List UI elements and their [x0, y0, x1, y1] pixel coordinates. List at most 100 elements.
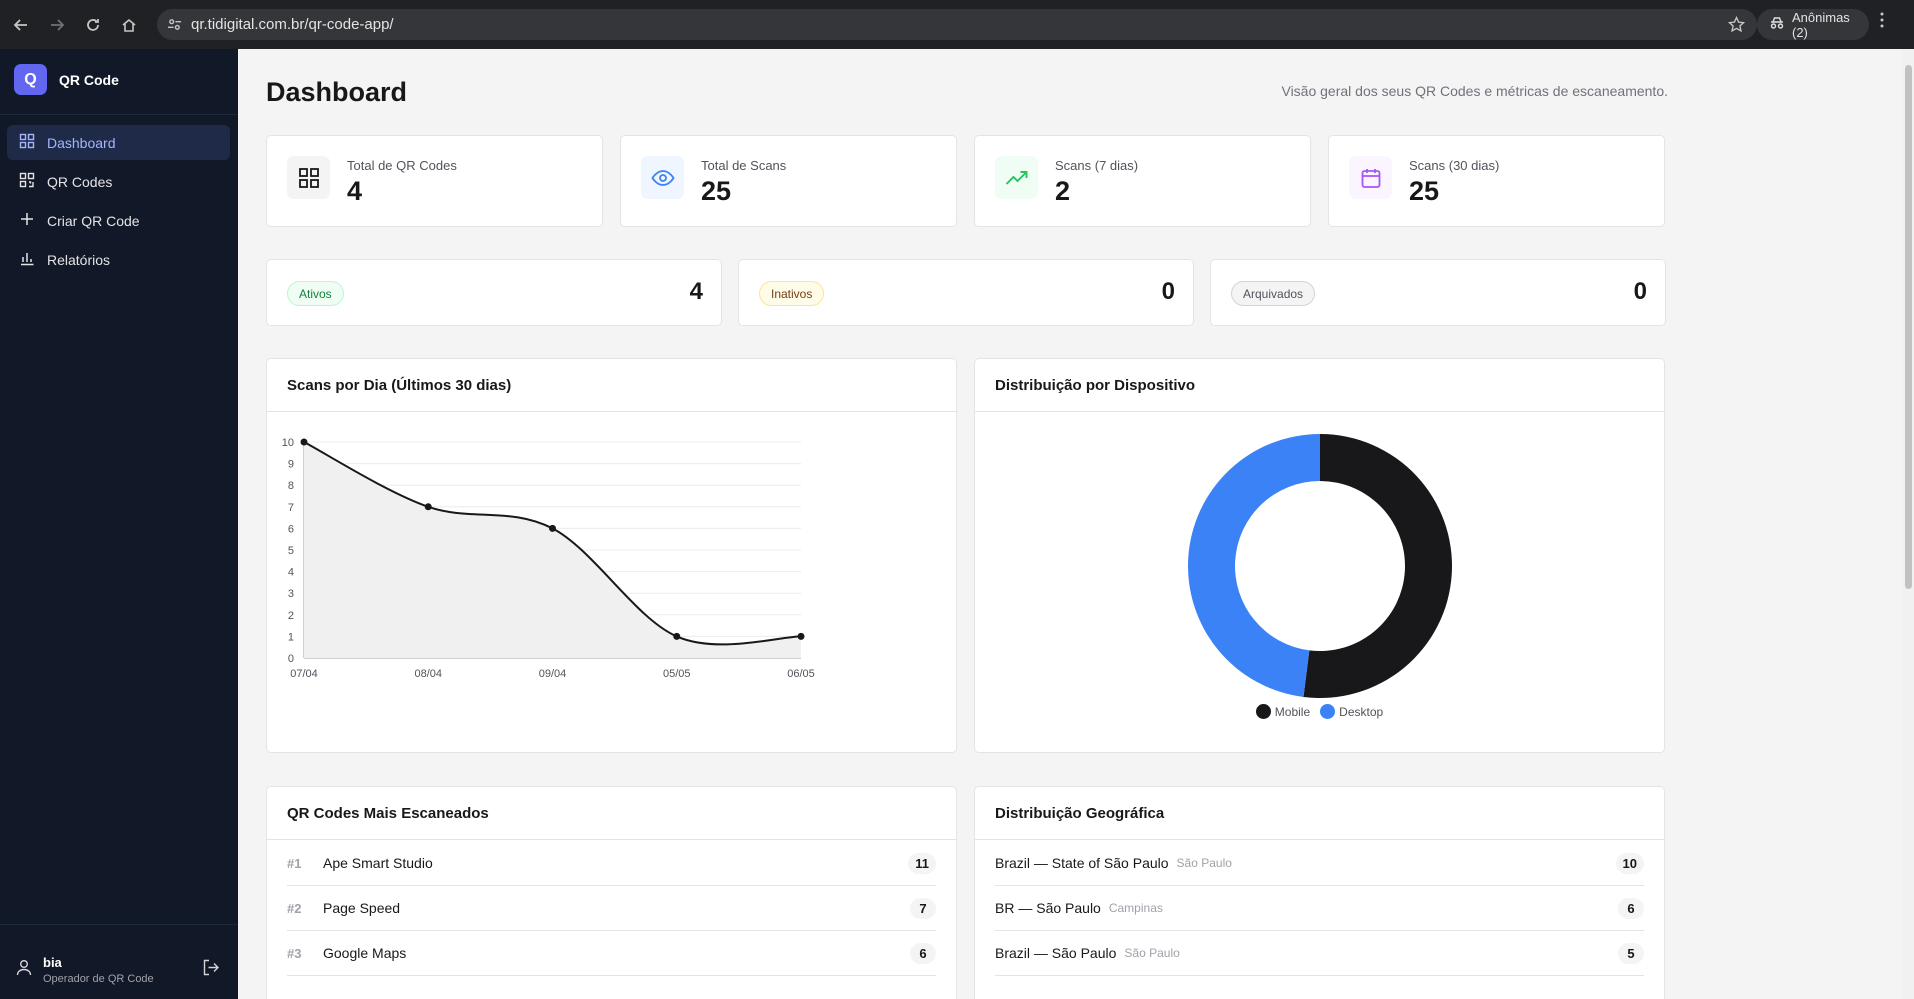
data-point	[300, 438, 308, 446]
sidebar-divider	[0, 114, 238, 115]
list-item: Brazil — State of São Paulo São Paulo 10	[995, 841, 1644, 886]
geo-city: São Paulo	[1124, 946, 1180, 960]
list-item[interactable]: #3 Google Maps 6	[287, 931, 936, 976]
list-item[interactable]: #1 Ape Smart Studio 11	[287, 841, 936, 886]
address-bar[interactable]: qr.tidigital.com.br/qr-code-app/	[157, 9, 1757, 40]
legend-label: Desktop	[1339, 704, 1384, 719]
bar-chart-icon	[19, 250, 35, 269]
user-box: bia Operador de QR Code	[0, 924, 238, 999]
stat-label: Scans (7 dias)	[1055, 158, 1139, 173]
incognito-icon	[1769, 16, 1785, 33]
more-menu-icon[interactable]	[1880, 12, 1884, 33]
scans-per-day-panel: Scans por Dia (Últimos 30 dias) 0 1 2 3 4 5 6 7…	[266, 358, 957, 753]
series-area	[304, 442, 801, 658]
qr-name: Page Speed	[323, 900, 401, 916]
geo-region: Brazil — São Paulo	[995, 945, 1117, 961]
page-scrollbar-thumb[interactable]	[1905, 65, 1912, 589]
x-tick-label: 07/04	[290, 668, 318, 680]
stat-card-scans-7-dias: Scans (7 dias) 2	[974, 135, 1311, 227]
stat-value: 2	[1055, 176, 1071, 206]
incognito-profile-button[interactable]: Anônimas (2)	[1757, 9, 1869, 40]
trending-up-icon	[995, 156, 1038, 199]
browser-toolbar: qr.tidigital.com.br/qr-code-app/ Anônima…	[0, 0, 1914, 49]
stat-card-total-scans: Total de Scans 25	[620, 135, 957, 227]
user-role: Operador de QR Code	[43, 973, 154, 985]
panel-title: Distribuição por Dispositivo	[975, 359, 1664, 412]
status-value: 0	[1633, 278, 1647, 305]
home-icon[interactable]	[111, 7, 147, 43]
sidebar-item-relatorios[interactable]: Relatórios	[7, 242, 230, 277]
grid-icon	[287, 156, 330, 199]
user-name: bia	[43, 955, 62, 970]
qr-name: Google Maps	[323, 945, 407, 961]
x-tick-label: 08/04	[414, 668, 442, 680]
y-tick-label: 0	[288, 653, 294, 665]
sidebar-item-criar-qr-code[interactable]: Criar QR Code	[7, 203, 230, 238]
legend-swatch-desktop	[1320, 704, 1336, 719]
geo-region: Brazil — State of São Paulo	[995, 855, 1169, 871]
legend-label: Mobile	[1274, 704, 1311, 719]
stat-label: Total de Scans	[701, 158, 787, 173]
back-icon[interactable]	[3, 7, 39, 43]
list-item[interactable]: #2 Page Speed 7	[287, 886, 936, 931]
top-qr-list: #1 Ape Smart Studio 11 #2 Page Speed 7 #…	[267, 840, 956, 976]
y-tick-label: 6	[288, 523, 294, 535]
device-donut-chart	[1188, 434, 1452, 698]
legend-swatch-mobile	[1255, 704, 1271, 719]
sidebar-item-qr-codes[interactable]: QR Codes	[7, 164, 230, 199]
bookmark-star-icon[interactable]	[1727, 15, 1746, 38]
stat-value: 4	[347, 176, 363, 206]
status-card-ativos: Ativos 4	[266, 259, 722, 326]
geo-list: Brazil — State of São Paulo São Paulo 10…	[975, 840, 1664, 976]
chart-legend: Mobile Desktop	[975, 704, 1664, 719]
y-tick-label: 8	[288, 480, 294, 492]
legend-item-desktop[interactable]: Desktop	[1320, 704, 1383, 719]
sidebar-item-label: Criar QR Code	[47, 212, 140, 229]
brand-name: QR Code	[59, 71, 119, 88]
brand[interactable]: Q QR Code	[14, 64, 119, 95]
url-text: qr.tidigital.com.br/qr-code-app/	[191, 16, 394, 33]
stat-value: 25	[1409, 176, 1440, 206]
sidebar: Q QR Code Dashboard QR Codes Criar QR Co…	[0, 49, 238, 999]
reload-icon[interactable]	[75, 7, 111, 43]
sidebar-nav: Dashboard QR Codes Criar QR Code Relatór…	[7, 125, 230, 281]
y-tick-label: 7	[288, 502, 294, 514]
data-point	[424, 503, 432, 511]
y-tick-label: 10	[282, 437, 294, 449]
profile-label: Anônimas (2)	[1792, 9, 1850, 40]
legend-item-mobile[interactable]: Mobile	[1255, 704, 1311, 719]
forward-icon[interactable]	[39, 7, 75, 43]
status-card-inativos: Inativos 0	[738, 259, 1194, 326]
status-badge: Inativos	[759, 281, 825, 306]
stat-card-total-qr-codes: Total de QR Codes 4	[266, 135, 603, 227]
stat-value: 25	[701, 176, 732, 206]
list-item: Brazil — São Paulo São Paulo 5	[995, 931, 1644, 976]
page-title: Dashboard	[266, 77, 408, 107]
pie-slice-mobile	[1303, 434, 1452, 698]
stat-label: Scans (30 dias)	[1409, 158, 1500, 173]
logout-icon[interactable]	[202, 959, 220, 981]
sidebar-item-label: Relatórios	[47, 251, 111, 268]
status-badge: Arquivados	[1231, 281, 1316, 306]
geo-city: São Paulo	[1176, 856, 1232, 870]
list-item: BR — São Paulo Campinas 6	[995, 886, 1644, 931]
dashboard-grid-icon	[19, 133, 35, 152]
geo-city: Campinas	[1108, 901, 1163, 915]
y-tick-label: 9	[288, 459, 294, 471]
sidebar-item-label: Dashboard	[47, 134, 116, 151]
site-settings-icon[interactable]	[167, 17, 182, 37]
qr-name: Ape Smart Studio	[323, 855, 433, 871]
status-card-arquivados: Arquivados 0	[1210, 259, 1666, 326]
main-content: Dashboard Visão geral dos seus QR Codes …	[238, 49, 1902, 999]
geo-region: BR — São Paulo	[995, 900, 1101, 916]
scan-count-badge: 11	[908, 853, 936, 874]
scan-count-badge: 7	[910, 898, 936, 919]
scan-count-badge: 10	[1615, 853, 1644, 874]
y-tick-label: 5	[288, 545, 294, 557]
panel-title: Distribuição Geográfica	[975, 787, 1664, 840]
panel-title: Scans por Dia (Últimos 30 dias)	[267, 359, 956, 412]
scan-count-badge: 5	[1618, 943, 1644, 964]
calendar-icon	[1349, 156, 1392, 199]
sidebar-item-label: QR Codes	[47, 173, 113, 190]
sidebar-item-dashboard[interactable]: Dashboard	[7, 125, 230, 160]
